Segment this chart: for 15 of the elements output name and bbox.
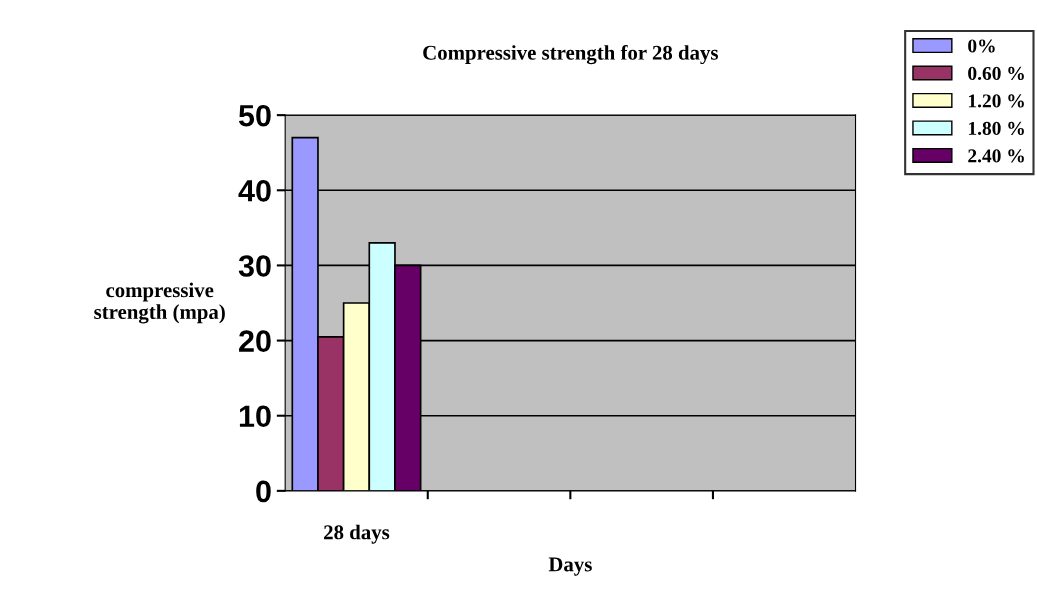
y-tick-label: 30 (238, 255, 271, 277)
y-tick-label: 50 (238, 104, 271, 127)
chart-title: Compressive strength for 28 days (423, 44, 718, 65)
y-axis-title: compressive strength (mpa) (94, 282, 225, 324)
legend-label: 1.80 % (968, 121, 1024, 136)
legend-label: 1.20 % (968, 94, 1024, 108)
legend-label: 0% (968, 39, 995, 53)
y-tick-label: 20 (239, 330, 271, 352)
y-tick-label: 40 (238, 180, 271, 202)
x-tick-label: 28 days (324, 524, 390, 544)
y-tick-label: 10 (239, 405, 271, 428)
x-axis-title: Days (548, 557, 592, 576)
legend-label: 2.40 % (968, 149, 1024, 163)
legend-label: 0.60 % (968, 66, 1024, 81)
y-tick-label: 0 (256, 480, 271, 503)
